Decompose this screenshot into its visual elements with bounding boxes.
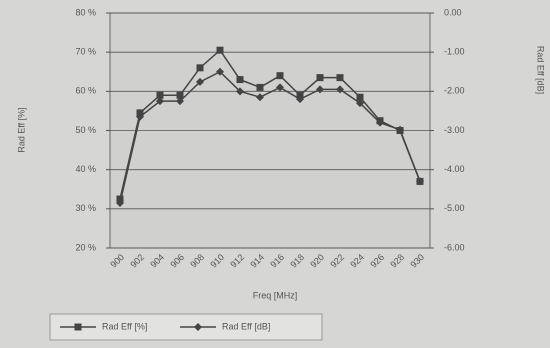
y-tick-label: 50 % (75, 125, 96, 135)
point (176, 97, 184, 106)
x-tick-label: 912 (228, 252, 246, 270)
y-tick-label: 40 % (75, 164, 96, 174)
x-tick-label: 900 (108, 252, 126, 270)
x-tick-label: 916 (268, 252, 286, 270)
point (296, 95, 304, 104)
legend-label: Rad Eff [dB] (222, 321, 270, 331)
x-tick-label: 904 (148, 252, 166, 270)
series-line (119, 49, 421, 200)
point (256, 83, 264, 91)
point (116, 198, 124, 207)
x-tick-label: 918 (288, 252, 306, 270)
y2-tick-label: 0.00 (444, 7, 462, 17)
x-tick-label: 908 (188, 252, 206, 270)
y-tick-label: 70 % (75, 47, 96, 57)
y2-tick-label: -5.00 (444, 203, 465, 213)
x-tick-label: 930 (408, 252, 426, 270)
point (376, 118, 384, 127)
point (194, 323, 202, 331)
point (196, 64, 204, 72)
point (216, 46, 224, 54)
x-tick-label: 924 (348, 252, 366, 270)
y-axis-title: Rad Eff [%] (16, 107, 26, 152)
x-axis-title: Freq [MHz] (253, 290, 298, 300)
y-tick-label: 80 % (75, 7, 96, 17)
point (74, 323, 82, 331)
point (156, 97, 164, 106)
y2-axis-title: Rad Eff [dB] (536, 46, 546, 94)
point (256, 93, 264, 102)
x-tick-label: 922 (328, 252, 346, 270)
point (336, 85, 344, 94)
y-tick-label: 60 % (75, 86, 96, 96)
series-line (119, 70, 421, 204)
legend-label: Rad Eff [%] (102, 321, 147, 331)
y-tick-label: 30 % (75, 203, 96, 213)
point (176, 91, 184, 99)
point (416, 177, 424, 186)
point (316, 74, 324, 82)
point (236, 76, 244, 84)
x-tick-label: 902 (128, 252, 146, 270)
point (336, 74, 344, 82)
x-tick-label: 914 (248, 252, 266, 270)
y2-tick-label: -1.00 (444, 47, 465, 57)
x-tick-label: 906 (168, 252, 186, 270)
point (136, 112, 144, 121)
point (216, 67, 224, 76)
point (156, 91, 164, 99)
y2-tick-label: -3.00 (444, 125, 465, 135)
point (276, 83, 284, 92)
point (356, 93, 364, 101)
point (316, 85, 324, 94)
point (236, 87, 244, 96)
x-tick-label: 926 (368, 252, 386, 270)
point (276, 72, 284, 80)
x-tick-label: 920 (308, 252, 326, 270)
y2-tick-label: -4.00 (444, 164, 465, 174)
point (196, 77, 204, 86)
x-tick-label: 910 (208, 252, 226, 270)
y-tick-label: 20 % (75, 242, 96, 252)
point (396, 125, 404, 134)
y2-tick-label: -6.00 (444, 242, 465, 252)
y2-tick-label: -2.00 (444, 86, 465, 96)
point (356, 99, 364, 108)
x-tick-label: 928 (388, 252, 406, 270)
